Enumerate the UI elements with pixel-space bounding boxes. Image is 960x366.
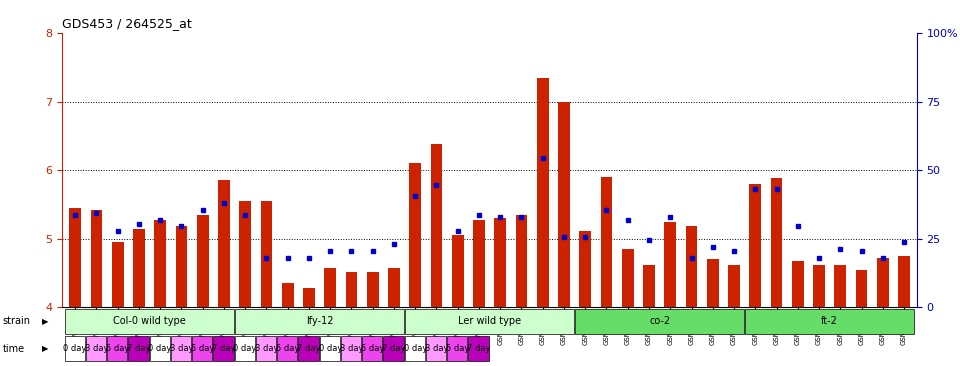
Bar	[234, 336, 255, 361]
Bar	[601, 177, 612, 307]
Bar	[133, 228, 145, 307]
Bar	[282, 283, 294, 307]
Bar	[197, 215, 208, 307]
Bar	[303, 288, 315, 307]
Text: 0 day: 0 day	[233, 344, 257, 353]
Bar	[64, 309, 234, 333]
Bar	[388, 268, 399, 307]
Bar	[468, 336, 489, 361]
Text: 7 day: 7 day	[212, 344, 235, 353]
Bar	[899, 256, 910, 307]
Text: 3 day: 3 day	[170, 344, 193, 353]
Bar	[85, 336, 107, 361]
Bar	[260, 201, 273, 307]
Bar	[324, 268, 336, 307]
Bar	[473, 220, 485, 307]
Bar	[404, 336, 425, 361]
Bar	[834, 265, 846, 307]
Bar	[129, 336, 149, 361]
Text: 5 day: 5 day	[276, 344, 300, 353]
Text: 3 day: 3 day	[254, 344, 278, 353]
Bar	[426, 336, 446, 361]
Text: 5 day: 5 day	[106, 344, 130, 353]
Bar	[367, 272, 378, 307]
Text: lfy-12: lfy-12	[306, 316, 333, 326]
Bar	[580, 231, 591, 307]
Text: 0 day: 0 day	[149, 344, 172, 353]
Bar	[64, 336, 84, 361]
Bar	[150, 336, 170, 361]
Bar	[171, 336, 191, 361]
Bar	[431, 144, 443, 307]
Bar	[107, 336, 128, 361]
Bar	[299, 336, 319, 361]
Text: 7 day: 7 day	[382, 344, 406, 353]
Text: 7 day: 7 day	[298, 344, 321, 353]
Text: 7 day: 7 day	[468, 344, 491, 353]
Bar	[750, 184, 761, 307]
Text: 0 day: 0 day	[63, 344, 86, 353]
Bar	[447, 336, 468, 361]
Bar	[409, 163, 421, 307]
Bar	[707, 259, 719, 307]
Bar	[362, 336, 382, 361]
Bar	[255, 336, 276, 361]
Bar	[813, 265, 825, 307]
Text: 3 day: 3 day	[340, 344, 363, 353]
Text: 0 day: 0 day	[403, 344, 427, 353]
Bar	[404, 309, 574, 333]
Bar	[685, 227, 697, 307]
Bar	[729, 265, 740, 307]
Bar	[192, 336, 212, 361]
Bar	[320, 336, 340, 361]
Bar	[664, 222, 676, 307]
Bar	[213, 336, 233, 361]
Bar	[452, 235, 464, 307]
Bar	[494, 218, 506, 307]
Bar	[155, 220, 166, 307]
Text: 7 day: 7 day	[127, 344, 151, 353]
Bar	[558, 101, 570, 307]
Bar	[346, 272, 357, 307]
Bar	[218, 180, 229, 307]
Bar	[516, 215, 527, 307]
Text: 3 day: 3 day	[84, 344, 108, 353]
Bar	[745, 309, 914, 333]
Bar	[537, 78, 548, 307]
Text: strain: strain	[3, 316, 31, 326]
Text: time: time	[3, 344, 25, 354]
Bar	[622, 249, 634, 307]
Bar	[575, 309, 744, 333]
Text: Col-0 wild type: Col-0 wild type	[113, 316, 186, 326]
Text: ▶: ▶	[42, 344, 48, 353]
Bar	[111, 242, 124, 307]
Text: 3 day: 3 day	[424, 344, 448, 353]
Bar	[771, 178, 782, 307]
Bar	[341, 336, 361, 361]
Text: co-2: co-2	[649, 316, 670, 326]
Bar	[277, 336, 298, 361]
Bar	[855, 270, 868, 307]
Bar	[792, 261, 804, 307]
Bar	[239, 201, 251, 307]
Text: 5 day: 5 day	[446, 344, 469, 353]
Bar	[876, 258, 889, 307]
Bar	[643, 265, 655, 307]
Text: 5 day: 5 day	[361, 344, 384, 353]
Bar	[383, 336, 404, 361]
Bar	[176, 227, 187, 307]
Bar	[90, 210, 103, 307]
Text: GDS453 / 264525_at: GDS453 / 264525_at	[62, 17, 192, 30]
Text: Ler wild type: Ler wild type	[458, 316, 521, 326]
Text: 0 day: 0 day	[319, 344, 342, 353]
Bar	[234, 309, 404, 333]
Text: ft-2: ft-2	[821, 316, 838, 326]
Text: 5 day: 5 day	[191, 344, 214, 353]
Text: ▶: ▶	[42, 317, 48, 326]
Bar	[69, 208, 81, 307]
